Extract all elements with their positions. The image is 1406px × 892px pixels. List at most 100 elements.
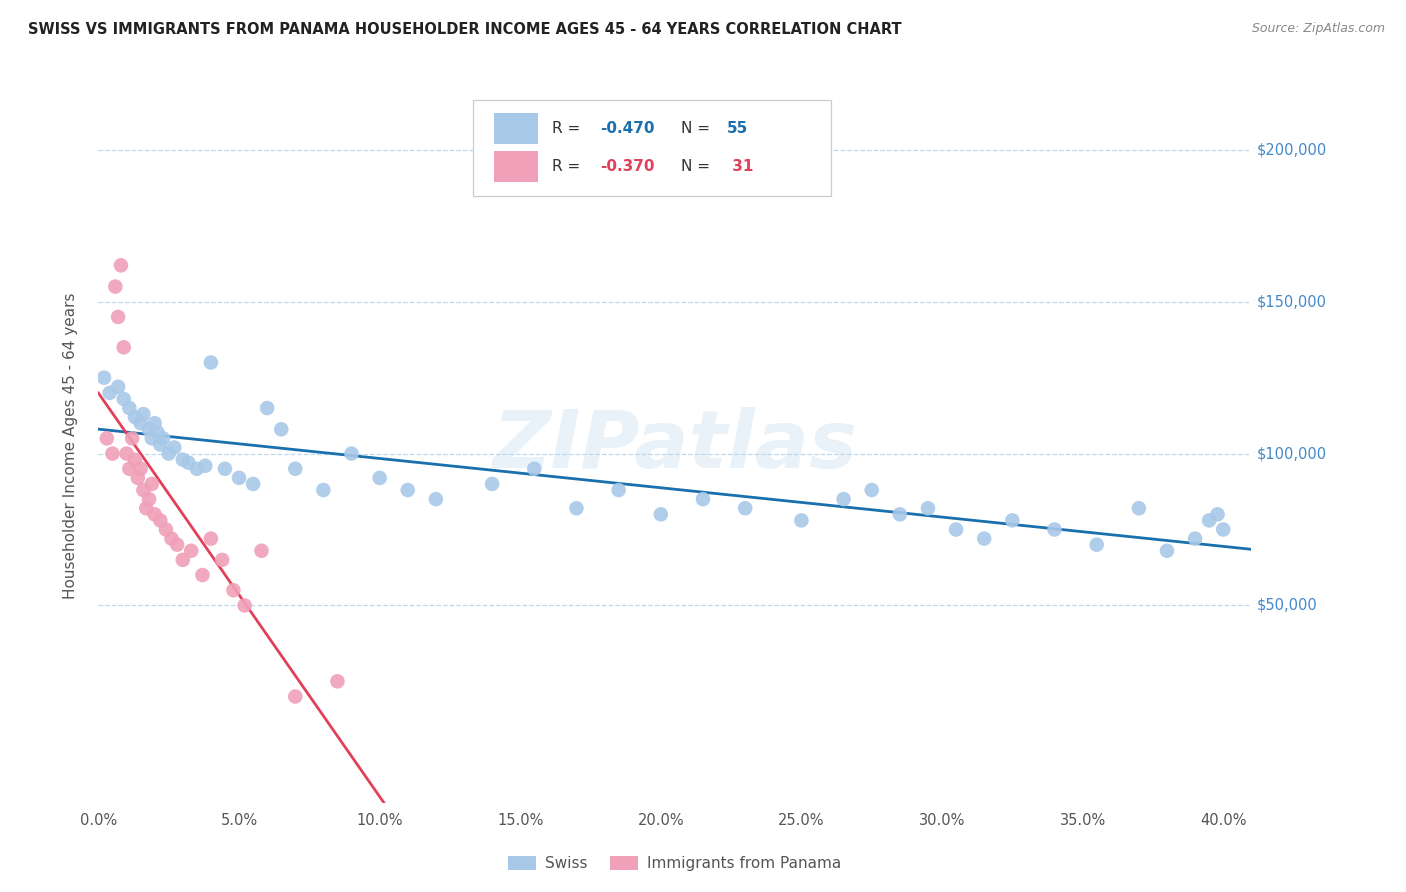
Text: R =: R = (551, 159, 585, 174)
Point (1128, 501, 1150, 516)
Text: N =: N = (681, 121, 714, 136)
Point (141, 477, 163, 491)
Point (143, 508, 166, 522)
Point (138, 492, 160, 507)
Point (222, 583, 245, 598)
Point (129, 462, 152, 476)
Point (1198, 513, 1220, 527)
Point (118, 401, 141, 415)
Point (481, 477, 503, 491)
Point (172, 553, 194, 567)
Point (734, 501, 756, 516)
Point (129, 416, 152, 430)
Point (565, 501, 588, 516)
Point (96, 431, 118, 445)
Point (284, 690, 307, 704)
Point (110, 258, 132, 272)
Point (242, 477, 264, 491)
Text: 55: 55 (727, 121, 748, 136)
Text: SWISS VS IMMIGRANTS FROM PANAMA HOUSEHOLDER INCOME AGES 45 - 64 YEARS CORRELATIO: SWISS VS IMMIGRANTS FROM PANAMA HOUSEHOL… (28, 22, 901, 37)
Point (284, 462, 307, 476)
Point (124, 410, 146, 425)
Point (112, 392, 135, 406)
Point (312, 483, 335, 497)
Point (1156, 543, 1178, 558)
Point (256, 401, 278, 415)
Point (118, 462, 141, 476)
FancyBboxPatch shape (472, 100, 831, 196)
Point (607, 483, 630, 497)
Point (211, 553, 233, 567)
Text: $50,000: $50,000 (1257, 598, 1317, 613)
Point (1206, 508, 1229, 522)
Point (228, 471, 250, 485)
Text: $150,000: $150,000 (1257, 294, 1327, 310)
Point (1212, 523, 1234, 537)
Point (157, 447, 180, 461)
Point (270, 422, 292, 436)
Point (146, 425, 169, 440)
Point (860, 483, 883, 497)
Text: N =: N = (681, 159, 714, 174)
Text: R =: R = (551, 121, 585, 136)
Y-axis label: Householder Income Ages 45 - 64 years: Householder Income Ages 45 - 64 years (63, 293, 77, 599)
Point (155, 523, 177, 537)
Point (425, 492, 447, 507)
FancyBboxPatch shape (494, 113, 537, 145)
Point (149, 437, 172, 451)
Point (98, 385, 121, 400)
Point (368, 471, 391, 485)
Point (127, 471, 149, 485)
Text: Source: ZipAtlas.com: Source: ZipAtlas.com (1251, 22, 1385, 36)
Point (115, 447, 138, 461)
Point (650, 508, 672, 522)
Point (200, 355, 222, 369)
Text: -0.370: -0.370 (600, 159, 654, 174)
Point (93, 370, 115, 384)
Point (250, 543, 273, 558)
Text: $200,000: $200,000 (1257, 143, 1327, 157)
Point (104, 279, 127, 293)
Point (340, 447, 363, 461)
Point (124, 452, 146, 467)
Point (166, 538, 188, 552)
Point (141, 431, 163, 445)
Point (186, 462, 208, 476)
Text: $100,000: $100,000 (1257, 446, 1327, 461)
Point (121, 431, 143, 445)
Point (135, 501, 157, 516)
Point (692, 492, 714, 507)
Point (1001, 513, 1024, 527)
Point (1043, 523, 1066, 537)
Point (101, 447, 124, 461)
Point (214, 462, 236, 476)
Point (163, 441, 186, 455)
Point (107, 310, 129, 324)
Point (233, 599, 256, 613)
Point (194, 458, 217, 473)
Text: ZIPatlas: ZIPatlas (492, 407, 858, 485)
Point (973, 532, 995, 546)
Point (790, 513, 813, 527)
Point (177, 456, 200, 470)
Point (180, 543, 202, 558)
Point (917, 501, 939, 516)
Point (112, 340, 135, 354)
Point (1184, 532, 1206, 546)
Point (172, 452, 194, 467)
Point (138, 422, 160, 436)
Point (396, 483, 419, 497)
Text: 31: 31 (727, 159, 754, 174)
Point (143, 416, 166, 430)
Point (1085, 538, 1108, 552)
Point (149, 513, 172, 527)
Point (945, 523, 967, 537)
Point (107, 380, 129, 394)
Point (132, 483, 155, 497)
Point (326, 674, 349, 689)
Legend: Swiss, Immigrants from Panama: Swiss, Immigrants from Panama (502, 850, 848, 877)
Point (200, 532, 222, 546)
Point (832, 492, 855, 507)
Point (889, 508, 911, 522)
Text: -0.470: -0.470 (600, 121, 654, 136)
